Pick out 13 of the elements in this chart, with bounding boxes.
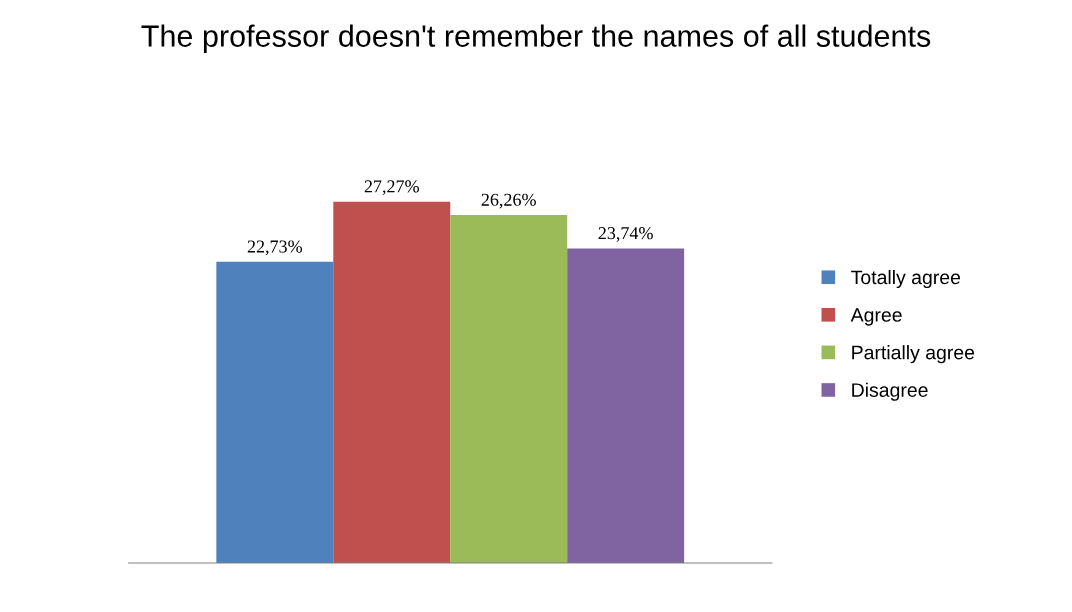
legend-label: Agree [850, 308, 902, 326]
bar [216, 261, 334, 564]
legend-label: Disagree [852, 382, 928, 401]
data-label: 23,74% [598, 227, 653, 242]
bar [450, 215, 568, 564]
bar [567, 248, 685, 564]
data-label: 22,73% [247, 240, 303, 256]
data-label: 27,27% [364, 180, 419, 196]
bar [333, 201, 451, 564]
legend-label: Partially agree [852, 345, 975, 364]
legend-label: Totally agree [851, 269, 961, 289]
data-label: 26,26% [481, 193, 536, 209]
chart-title: The professor doesn't remember the names of all students [141, 24, 931, 53]
